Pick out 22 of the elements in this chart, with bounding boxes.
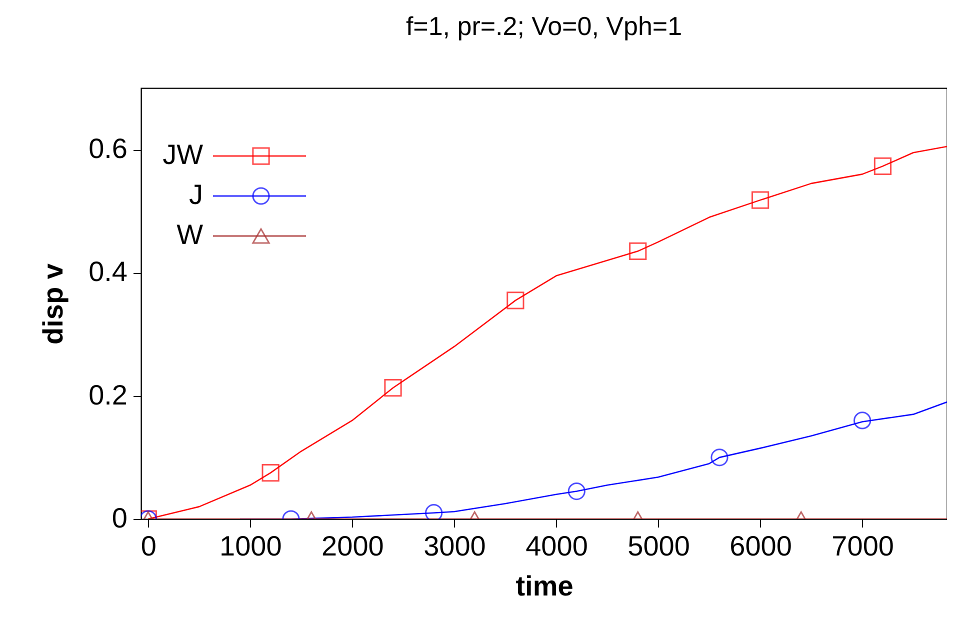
y-tick-label: 0.4 [88, 256, 128, 288]
x-tick-label: 7000 [832, 530, 894, 562]
point [874, 157, 892, 176]
x-tick-label: 6000 [730, 530, 792, 562]
y-tick-label: 0 [112, 502, 128, 534]
point [506, 292, 524, 310]
legend-label: JW [162, 139, 204, 170]
y-tick-label: 0.6 [88, 133, 128, 164]
point [751, 191, 770, 209]
x-tick-label: 4000 [526, 530, 588, 562]
legend-label: W [176, 219, 204, 250]
y-axis-title: disp v [38, 263, 69, 344]
point [629, 242, 647, 260]
x-tick-label: 3000 [424, 530, 486, 562]
chart-title: f=1, pr=.2; Vo=0, Vph=1 [406, 11, 682, 41]
y-tick-label: 0.2 [88, 379, 128, 410]
x-tick-label: 1000 [220, 530, 282, 562]
x-tick-label: 0 [140, 530, 156, 562]
x-tick-label: 2000 [322, 530, 384, 562]
legend-label: J [189, 179, 203, 210]
x-tick-label: 5000 [628, 530, 690, 562]
x-axis-title: time [516, 570, 574, 602]
